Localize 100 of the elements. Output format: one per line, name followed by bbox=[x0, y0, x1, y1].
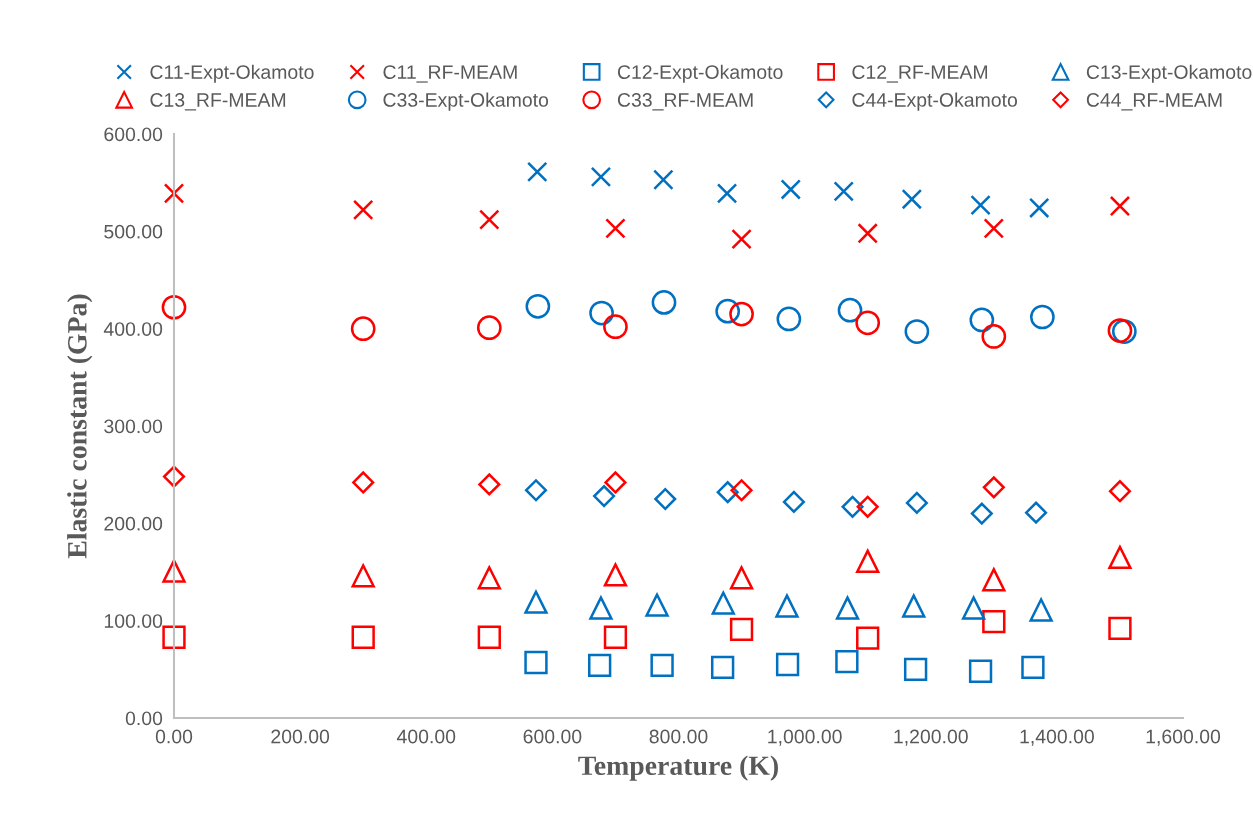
point bbox=[729, 301, 754, 327]
point bbox=[524, 650, 548, 675]
point bbox=[833, 181, 854, 202]
point bbox=[970, 502, 993, 525]
point bbox=[1108, 616, 1132, 641]
point bbox=[970, 194, 991, 216]
legend-label: C12-Expt-Okamoto bbox=[617, 64, 783, 83]
point bbox=[835, 596, 860, 620]
point bbox=[782, 490, 805, 513]
y-axis-title: Elastic constant (GPa) bbox=[67, 294, 93, 559]
point bbox=[162, 465, 186, 488]
point bbox=[961, 596, 986, 620]
point bbox=[729, 617, 754, 642]
point bbox=[968, 659, 993, 683]
point bbox=[856, 495, 879, 518]
point bbox=[856, 626, 880, 650]
point bbox=[780, 179, 802, 200]
legend-label: C44-Expt-Okamoto bbox=[852, 92, 1018, 111]
point bbox=[716, 481, 739, 504]
x-axis-title: Temperature (K) bbox=[578, 755, 778, 781]
point bbox=[603, 314, 628, 340]
point bbox=[982, 609, 1006, 634]
x-tick-label: 600.00 bbox=[523, 729, 582, 744]
y-tick-label: 0.00 bbox=[125, 711, 163, 726]
point bbox=[1030, 304, 1055, 330]
y-tick-label: 600.00 bbox=[104, 127, 163, 142]
point bbox=[904, 319, 930, 344]
point bbox=[589, 300, 614, 326]
point bbox=[835, 649, 859, 674]
point bbox=[162, 625, 186, 649]
point bbox=[1029, 598, 1053, 622]
point bbox=[716, 183, 738, 204]
point bbox=[605, 218, 626, 239]
legend-label: C44_RF-MEAM bbox=[1086, 93, 1222, 111]
point bbox=[856, 549, 880, 573]
point bbox=[603, 563, 628, 587]
legend-label: C13-Expt-Okamoto bbox=[1086, 64, 1252, 83]
point bbox=[711, 591, 735, 615]
x-tick-label: 800.00 bbox=[649, 729, 708, 744]
point bbox=[351, 564, 375, 588]
x-tick-label: 200.00 bbox=[271, 729, 330, 744]
point bbox=[731, 228, 752, 250]
point bbox=[654, 487, 677, 511]
point bbox=[729, 566, 754, 590]
x-tick-label: 1,200.00 bbox=[894, 729, 968, 746]
point bbox=[855, 310, 881, 336]
point bbox=[981, 324, 1007, 349]
point bbox=[604, 471, 627, 494]
point bbox=[645, 593, 669, 617]
point bbox=[775, 594, 799, 618]
point bbox=[1021, 655, 1045, 680]
point bbox=[525, 293, 551, 319]
point bbox=[1108, 480, 1132, 503]
point bbox=[1024, 501, 1048, 524]
legend-label: C11_RF-MEAM bbox=[383, 65, 517, 83]
legend-label: C13_RF-MEAM bbox=[150, 93, 286, 111]
point bbox=[524, 479, 548, 502]
point bbox=[352, 471, 375, 494]
point bbox=[163, 183, 185, 204]
point bbox=[526, 161, 548, 183]
point bbox=[653, 169, 674, 191]
y-tick-label: 100.00 bbox=[104, 614, 163, 628]
point bbox=[1109, 195, 1131, 217]
point bbox=[162, 559, 186, 583]
point bbox=[352, 199, 374, 221]
point bbox=[983, 218, 1005, 239]
point bbox=[589, 596, 613, 620]
point bbox=[590, 166, 612, 188]
point bbox=[903, 657, 928, 681]
y-tick-label: 500.00 bbox=[104, 224, 163, 239]
legend-label: C12_RF-MEAM bbox=[852, 65, 988, 83]
point bbox=[477, 566, 501, 590]
point bbox=[650, 653, 674, 678]
y-tick-label: 200.00 bbox=[104, 516, 163, 531]
x-tick-label: 1,000.00 bbox=[768, 729, 842, 746]
point bbox=[710, 655, 735, 680]
point bbox=[1028, 197, 1050, 219]
point bbox=[476, 315, 502, 341]
point bbox=[901, 188, 923, 210]
legend-label: C11-Expt-Okamoto bbox=[150, 64, 314, 83]
x-tick-label: 1,400.00 bbox=[1020, 729, 1094, 746]
legend-label: C33-Expt-Okamoto bbox=[383, 92, 549, 111]
point bbox=[730, 479, 753, 502]
point bbox=[651, 290, 677, 315]
point bbox=[902, 594, 926, 618]
x-tick-label: 1,600.00 bbox=[1146, 729, 1221, 746]
point bbox=[161, 294, 187, 320]
point bbox=[715, 298, 741, 324]
point bbox=[593, 485, 616, 508]
point bbox=[1108, 545, 1132, 570]
x-tick-label: 400.00 bbox=[396, 729, 456, 744]
point bbox=[982, 476, 1005, 499]
y-tick-label: 300.00 bbox=[104, 419, 163, 434]
point bbox=[588, 653, 612, 678]
point bbox=[478, 473, 501, 496]
point bbox=[603, 625, 628, 649]
point bbox=[350, 316, 376, 342]
point bbox=[775, 652, 800, 677]
point bbox=[477, 625, 501, 649]
point bbox=[479, 209, 500, 230]
